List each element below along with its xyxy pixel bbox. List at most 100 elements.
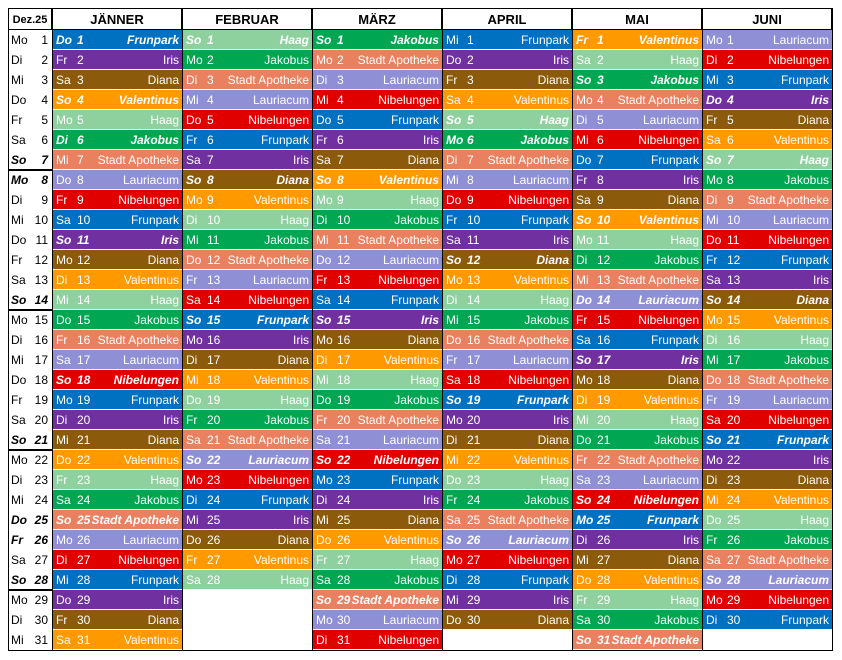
weekday: Di	[706, 613, 718, 627]
month-header: MAI	[572, 8, 702, 30]
duty-cell: Sa 20 Nibelungen	[702, 410, 832, 430]
pharmacy: Nibelungen	[638, 133, 699, 147]
duty-cell: Sa 31 Valentinus	[52, 630, 182, 650]
weekday: Mi	[316, 93, 329, 107]
duty-cell: So 28 Lauriacum	[702, 570, 832, 590]
duty-cell: Fr 12 Frunpark	[702, 250, 832, 270]
day-number: 19	[207, 393, 221, 407]
day-number: 13	[727, 273, 741, 287]
pharmacy: Haag	[410, 553, 439, 567]
pharmacy: Nibelungen	[768, 233, 829, 247]
pharmacy: Haag	[150, 293, 179, 307]
pharmacy: Diana	[537, 433, 569, 447]
weekday: Sa	[706, 273, 721, 287]
weekday: Sa	[316, 433, 331, 447]
weekday: Di	[186, 73, 198, 87]
day-number: 26	[337, 533, 351, 547]
day-number: 2	[337, 53, 344, 67]
pharmacy: Diana	[407, 513, 439, 527]
day-number: 23	[467, 473, 481, 487]
day-number: 16	[34, 333, 48, 347]
day-number: 13	[207, 273, 221, 287]
duty-cell: Di 20 Iris	[52, 410, 182, 430]
weekday: Mo	[576, 233, 593, 247]
duty-cell: Mo 23 Frunpark	[312, 470, 442, 490]
pharmacy: Nibelungen	[508, 373, 569, 387]
day-number: 13	[467, 273, 481, 287]
day-number: 11	[727, 233, 740, 247]
pharmacy: Haag	[410, 373, 439, 387]
day-number: 3	[467, 73, 474, 87]
duty-cell: Fr 29 Haag	[572, 590, 702, 610]
weekday: So	[316, 453, 332, 467]
weekday: So	[706, 153, 722, 167]
duty-cell: Di 23 Diana	[702, 470, 832, 490]
dec-header: Dez.25	[8, 8, 52, 30]
day-number: 27	[337, 553, 351, 567]
weekday: So	[56, 233, 72, 247]
day-row: Do 11	[8, 230, 52, 250]
weekday: So	[576, 493, 592, 507]
weekday: Sa	[11, 553, 26, 567]
day-number: 20	[467, 413, 481, 427]
day-number: 19	[467, 393, 481, 407]
weekday: So	[56, 93, 72, 107]
weekday: Sa	[56, 353, 71, 367]
duty-cell: Fr 20 Stadt Apotheke	[312, 410, 442, 430]
pharmacy: Valentinus	[253, 373, 309, 387]
weekday: Mo	[316, 613, 333, 627]
pharmacy: Stadt Apotheke	[747, 373, 829, 387]
pharmacy: Frunpark	[776, 433, 829, 447]
day-number: 12	[207, 253, 221, 267]
duty-cell: So 4 Valentinus	[52, 90, 182, 110]
day-number: 14	[337, 293, 351, 307]
day-number: 21	[77, 433, 91, 447]
duty-cell: Do 5 Nibelungen	[182, 110, 312, 130]
day-number: 20	[727, 413, 741, 427]
duty-cell: Mi 22 Valentinus	[442, 450, 572, 470]
column-border	[702, 8, 703, 650]
pharmacy: Diana	[147, 613, 179, 627]
pharmacy: Frunpark	[260, 493, 309, 507]
week-separator	[8, 449, 52, 451]
duty-cell: So 17 Iris	[572, 350, 702, 370]
weekday: Sa	[11, 133, 26, 147]
day-number: 9	[597, 193, 604, 207]
weekday: Sa	[56, 633, 71, 647]
duty-cell: Mi 6 Nibelungen	[572, 130, 702, 150]
day-number: 21	[207, 433, 221, 447]
duty-cell: Mi 15 Jakobus	[442, 310, 572, 330]
duty-cell: Sa 21 Lauriacum	[312, 430, 442, 450]
duty-cell: Mi 8 Lauriacum	[442, 170, 572, 190]
pharmacy: Jakobus	[654, 433, 699, 447]
pharmacy: Frunpark	[390, 473, 439, 487]
weekday: Mo	[446, 133, 464, 147]
weekday: Mo	[186, 333, 203, 347]
day-number: 1	[727, 33, 734, 47]
pharmacy: Haag	[150, 473, 179, 487]
day-row: Sa 13	[8, 270, 52, 290]
duty-cell: Fr 20 Jakobus	[182, 410, 312, 430]
duty-cell: Di 27 Nibelungen	[52, 550, 182, 570]
duty-cell: Fr 24 Jakobus	[442, 490, 572, 510]
day-number: 20	[34, 413, 48, 427]
duty-cell: So 7 Haag	[702, 150, 832, 170]
day-number: 22	[597, 453, 611, 467]
duty-cell: Sa 4 Valentinus	[442, 90, 572, 110]
pharmacy: Stadt Apotheke	[617, 273, 699, 287]
weekday: So	[706, 573, 722, 587]
day-number: 22	[207, 453, 221, 467]
day-row: Sa 6	[8, 130, 52, 150]
duty-cell: Fr 9 Nibelungen	[52, 190, 182, 210]
weekday: Do	[446, 473, 462, 487]
day-number: 15	[727, 313, 741, 327]
day-number: 9	[337, 193, 344, 207]
weekday: So	[11, 293, 27, 307]
weekday: Mi	[576, 553, 589, 567]
pharmacy: Diana	[147, 73, 179, 87]
day-number: 30	[727, 613, 741, 627]
day-number: 21	[597, 433, 611, 447]
duty-cell: Di 24 Frunpark	[182, 490, 312, 510]
month-header: JÄNNER	[52, 8, 182, 30]
weekday: Di	[446, 153, 458, 167]
